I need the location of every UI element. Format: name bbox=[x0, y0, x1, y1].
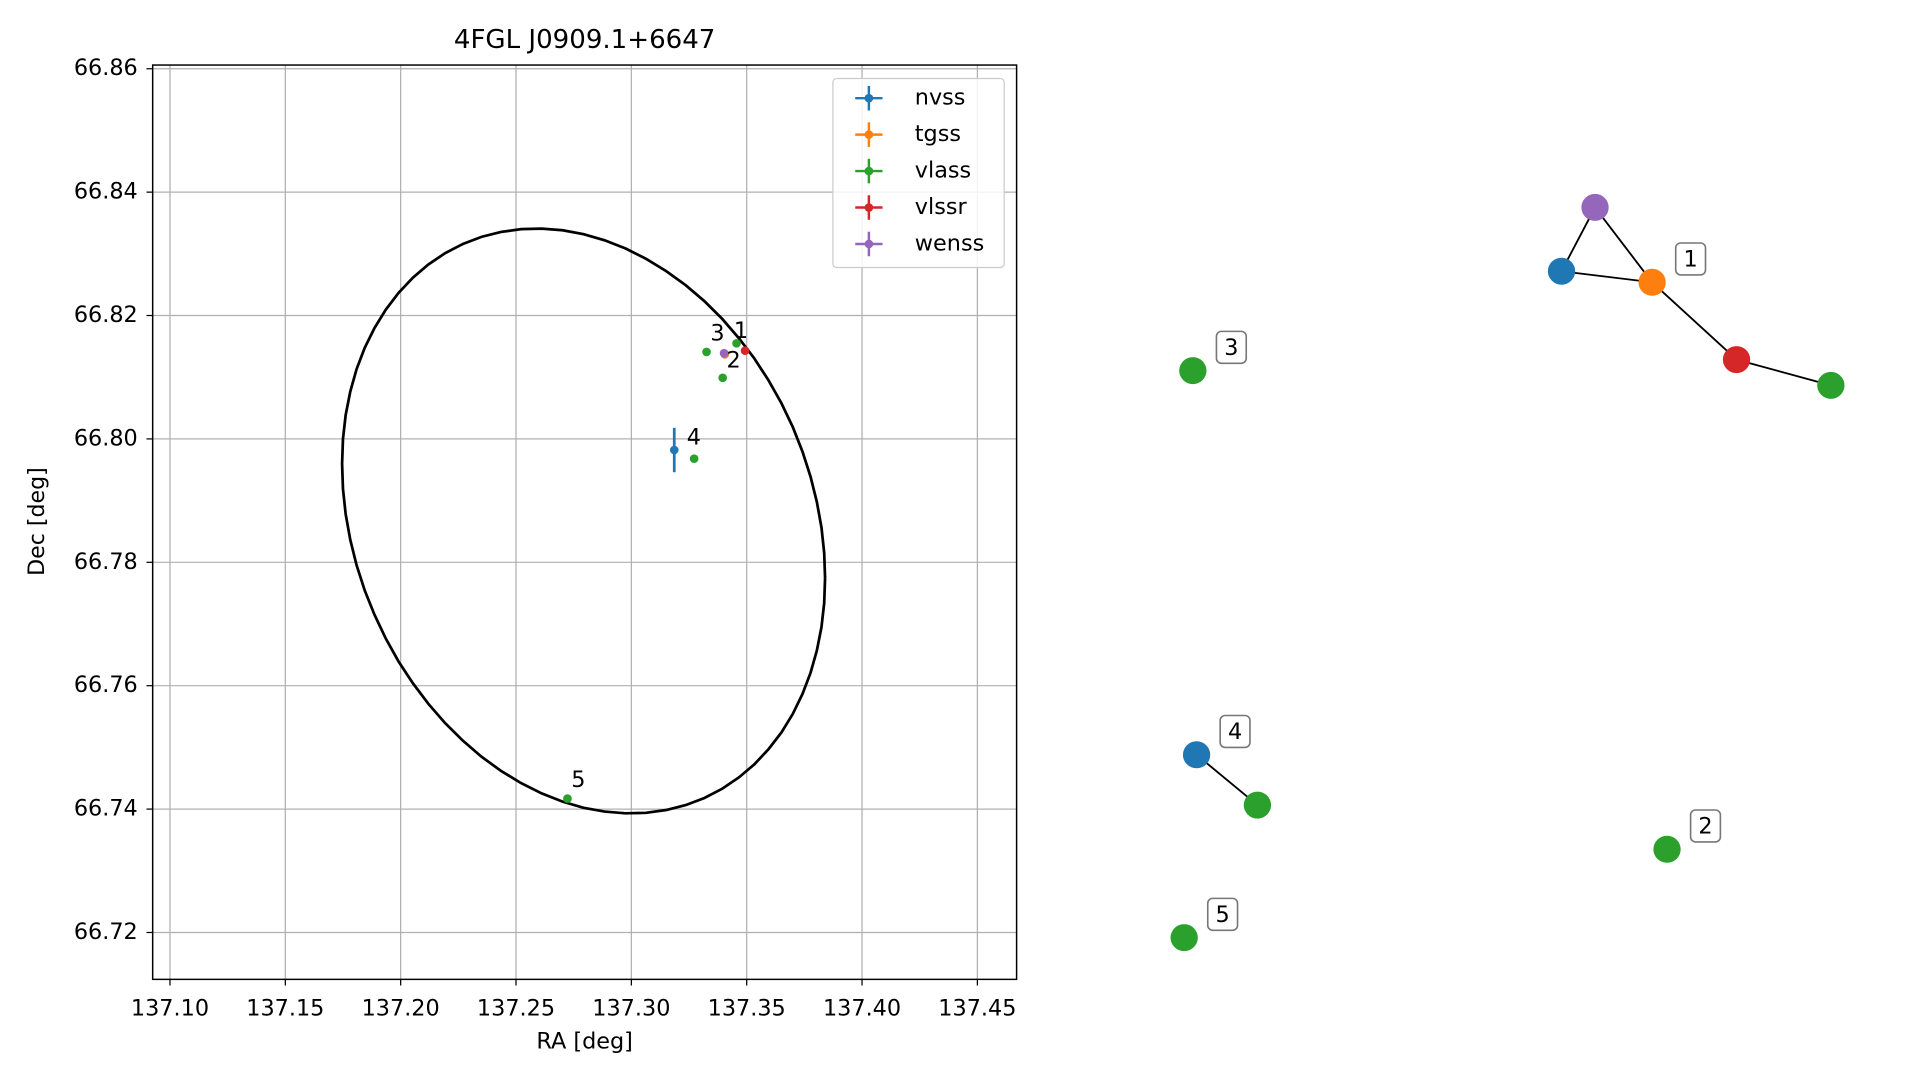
legend-marker bbox=[864, 203, 874, 212]
point-annotation: 4 bbox=[687, 425, 701, 451]
node-label: 5 bbox=[1216, 902, 1230, 928]
point-annotation: 2 bbox=[726, 347, 740, 373]
legend-label: vlass bbox=[915, 158, 971, 184]
node-label-box bbox=[1206, 897, 1239, 932]
data-point bbox=[702, 347, 711, 357]
data-point bbox=[689, 454, 699, 463]
node-label: 3 bbox=[1224, 335, 1238, 361]
legend-label: wenss bbox=[915, 231, 984, 257]
graph-edge bbox=[1736, 358, 1832, 387]
x-tick-label: 137.10 bbox=[131, 995, 209, 1021]
data-point bbox=[732, 338, 741, 348]
y-tick-label: 66.80 bbox=[74, 425, 138, 451]
point-annotation: 5 bbox=[571, 767, 585, 793]
data-point bbox=[718, 373, 728, 383]
node-label-box bbox=[1674, 242, 1707, 276]
legend-marker bbox=[864, 93, 874, 103]
data-point bbox=[563, 794, 572, 803]
graph-edge bbox=[1651, 281, 1738, 361]
error-ellipse bbox=[340, 227, 827, 815]
legend-marker bbox=[864, 239, 874, 249]
node-label-box bbox=[1215, 330, 1248, 365]
y-tick-label: 66.74 bbox=[74, 796, 138, 822]
graph-node bbox=[1179, 357, 1207, 385]
x-tick-label: 137.15 bbox=[246, 995, 324, 1021]
graph-node bbox=[1547, 257, 1576, 285]
node-label: 4 bbox=[1228, 719, 1242, 745]
data-point bbox=[669, 445, 679, 455]
point-annotation: 1 bbox=[734, 318, 748, 344]
x-tick-label: 137.45 bbox=[938, 995, 1016, 1021]
x-axis-label: RA [deg] bbox=[536, 1029, 632, 1055]
graph-node bbox=[1581, 193, 1609, 221]
x-tick-label: 137.20 bbox=[362, 995, 440, 1021]
node-label-box bbox=[1219, 714, 1251, 749]
graph-node bbox=[1170, 924, 1198, 952]
y-tick-label: 66.72 bbox=[74, 919, 138, 945]
y-tick-label: 66.86 bbox=[74, 55, 138, 81]
y-tick-label: 66.78 bbox=[74, 549, 138, 575]
graph-edge bbox=[1594, 206, 1653, 283]
y-tick-label: 66.82 bbox=[74, 302, 138, 328]
x-tick-label: 137.40 bbox=[823, 995, 901, 1021]
x-tick-label: 137.25 bbox=[477, 995, 555, 1021]
legend-marker bbox=[864, 166, 874, 176]
legend-label: nvss bbox=[915, 85, 966, 111]
legend-marker bbox=[864, 130, 874, 139]
graph-node bbox=[1243, 791, 1272, 819]
graph-edge bbox=[1561, 270, 1653, 284]
graph-node bbox=[1817, 371, 1845, 399]
y-tick-label: 66.84 bbox=[74, 179, 138, 205]
chart-title: 4FGL J0909.1+6647 bbox=[454, 25, 716, 55]
y-axis-label: Dec [deg] bbox=[24, 467, 50, 576]
graph-node bbox=[1182, 741, 1211, 769]
point-annotation: 3 bbox=[710, 320, 724, 346]
plot-frame bbox=[151, 64, 1018, 981]
legend-label: tgss bbox=[915, 121, 961, 147]
x-tick-label: 137.35 bbox=[708, 995, 786, 1021]
graph-node bbox=[1638, 268, 1666, 296]
graph-node bbox=[1653, 835, 1681, 863]
graph-node bbox=[1722, 346, 1751, 374]
node-label: 2 bbox=[1698, 814, 1712, 840]
x-tick-label: 137.30 bbox=[592, 995, 670, 1021]
legend-box bbox=[832, 77, 1005, 269]
data-point bbox=[719, 348, 729, 358]
node-label-box bbox=[1689, 809, 1722, 843]
legend-label: vlssr bbox=[915, 194, 968, 220]
y-tick-label: 66.76 bbox=[74, 672, 138, 698]
data-point bbox=[740, 346, 750, 355]
node-label: 1 bbox=[1683, 247, 1697, 273]
